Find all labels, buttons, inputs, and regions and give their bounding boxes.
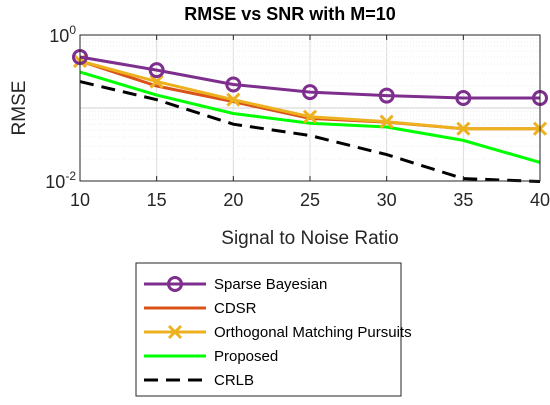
- data-point-x: [167, 324, 183, 340]
- data-point-x: [456, 121, 471, 136]
- legend-item: Proposed: [144, 348, 278, 365]
- data-point-x: [379, 114, 394, 129]
- legend-item: CRLB: [144, 372, 254, 389]
- legend-item: CDSR: [144, 300, 257, 317]
- legend-label: Orthogonal Matching Pursuits: [214, 324, 412, 341]
- data-point-circle: [302, 84, 318, 101]
- y-axis-label: RMSE: [9, 81, 30, 136]
- series-line: [79, 55, 540, 100]
- data-point-circle: [225, 76, 242, 93]
- data-point-circle: [455, 90, 472, 107]
- x-tick-label: 10: [70, 190, 90, 210]
- x-tick-label: 15: [147, 190, 167, 210]
- y-tick-label: 10-2: [45, 169, 76, 192]
- data-point-x: [226, 92, 241, 107]
- chart-title: RMSE vs SNR with M=10: [184, 4, 396, 24]
- data-point-circle: [148, 62, 165, 79]
- x-axis-label: Signal to Noise Ratio: [221, 228, 398, 249]
- x-tick-label: 30: [377, 190, 397, 210]
- legend-item: Sparse Bayesian: [144, 276, 327, 293]
- series-proposed: [79, 70, 541, 164]
- x-tick-label: 25: [300, 190, 320, 210]
- legend-label: CRLB: [214, 372, 254, 389]
- data-point-x: [302, 109, 318, 124]
- x-ticks: 10 15 20 25 30 35 40: [70, 35, 550, 210]
- y-tick-label: 100: [49, 23, 76, 46]
- x-tick-label: 40: [530, 190, 550, 210]
- x-tick-label: 35: [453, 190, 473, 210]
- data-point-circle: [378, 87, 395, 104]
- y-ticks: 100 10-2: [45, 23, 85, 192]
- legend-label: CDSR: [214, 300, 257, 317]
- legend-label: Proposed: [214, 348, 278, 365]
- legend-label: Sparse Bayesian: [214, 276, 327, 293]
- data-point-circle: [167, 276, 183, 292]
- x-tick-label: 20: [223, 190, 243, 210]
- legend-item: Orthogonal Matching Pursuits: [144, 324, 412, 341]
- legend: Sparse Bayesian CDSR Orthogonal Matching P…: [135, 262, 412, 397]
- series-line: [79, 70, 541, 164]
- data-point-x: [149, 74, 164, 89]
